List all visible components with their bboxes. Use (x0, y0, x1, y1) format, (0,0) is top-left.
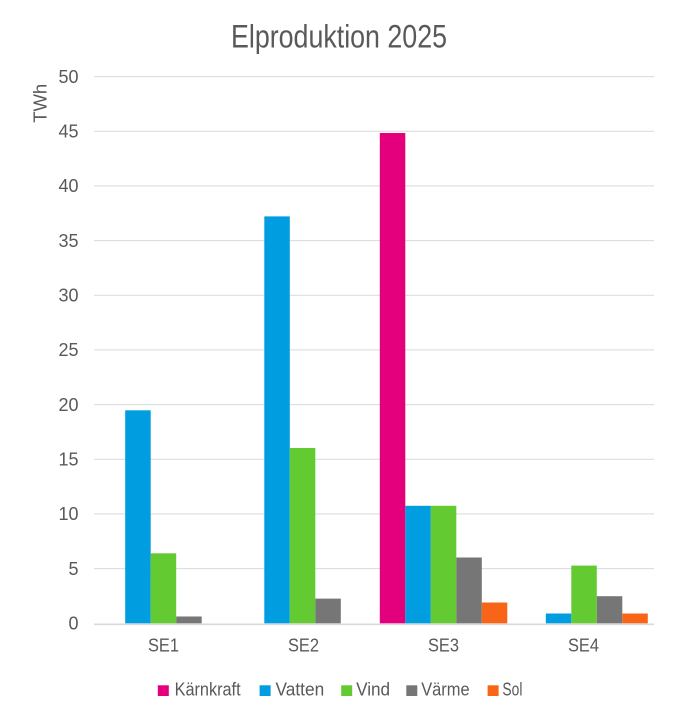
svg-text:5: 5 (68, 559, 78, 579)
svg-text:10: 10 (58, 504, 78, 524)
svg-text:Sol: Sol (502, 680, 522, 700)
svg-text:Vatten: Vatten (276, 680, 325, 700)
svg-text:50: 50 (58, 67, 78, 87)
svg-text:TWh: TWh (30, 84, 50, 123)
svg-text:Elproduktion 2025: Elproduktion 2025 (231, 18, 447, 54)
svg-text:25: 25 (58, 340, 78, 360)
svg-text:0: 0 (68, 614, 78, 634)
svg-text:Värme: Värme (421, 680, 469, 700)
svg-text:SE1: SE1 (148, 636, 179, 656)
svg-text:SE4: SE4 (568, 636, 599, 656)
svg-text:45: 45 (58, 121, 78, 141)
svg-text:SE2: SE2 (288, 636, 319, 656)
svg-text:35: 35 (58, 231, 78, 251)
svg-text:40: 40 (58, 176, 78, 196)
svg-text:SE3: SE3 (428, 636, 459, 656)
svg-text:Kärnkraft: Kärnkraft (175, 680, 241, 700)
svg-text:30: 30 (58, 285, 78, 305)
svg-text:Vind: Vind (356, 680, 390, 700)
svg-text:20: 20 (58, 395, 78, 415)
svg-text:15: 15 (58, 450, 78, 470)
